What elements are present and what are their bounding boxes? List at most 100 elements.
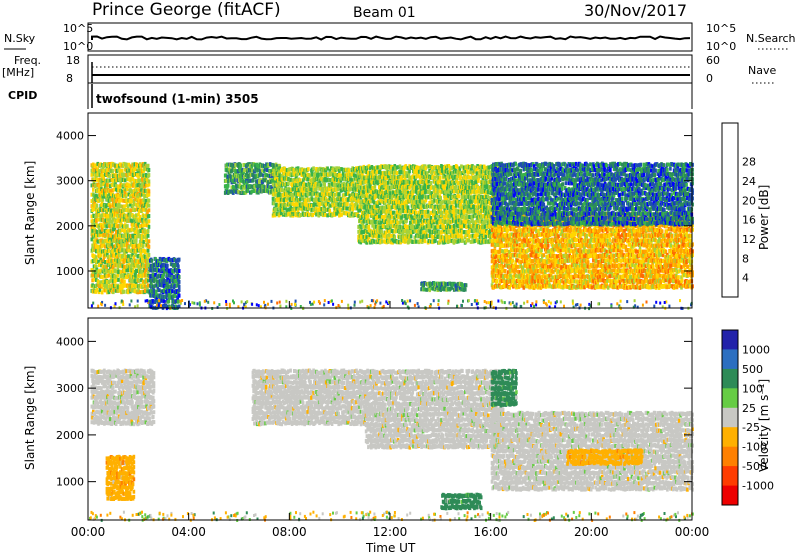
cell xyxy=(92,219,96,224)
cell xyxy=(243,168,247,173)
cell xyxy=(127,192,131,197)
cell xyxy=(349,213,352,218)
nsky-tick-top: 10^5 xyxy=(63,22,93,35)
cell xyxy=(319,197,323,202)
cell xyxy=(177,290,180,295)
cell xyxy=(307,206,311,211)
cell xyxy=(168,289,171,293)
cell xyxy=(398,208,401,213)
cell xyxy=(171,274,174,279)
cell xyxy=(109,198,112,203)
cell xyxy=(135,224,139,228)
cell xyxy=(375,224,378,229)
cell xyxy=(266,189,270,194)
cell xyxy=(130,182,134,187)
cell xyxy=(153,290,157,295)
cell xyxy=(405,215,408,220)
cell xyxy=(289,203,292,208)
cell xyxy=(257,183,260,188)
cell xyxy=(363,176,366,181)
cell xyxy=(301,196,304,201)
cell xyxy=(125,208,128,213)
cell xyxy=(402,174,405,178)
nsky-label: N.Sky xyxy=(4,32,36,45)
cell xyxy=(369,181,372,186)
cell xyxy=(114,247,117,252)
cell xyxy=(132,275,136,280)
cell xyxy=(328,168,332,173)
cell xyxy=(119,168,123,173)
cell xyxy=(384,230,388,235)
cell xyxy=(315,186,318,191)
cell xyxy=(355,187,358,192)
cell xyxy=(134,273,137,278)
cell xyxy=(129,213,132,218)
cell xyxy=(394,170,397,175)
cell xyxy=(361,169,365,174)
cell xyxy=(340,212,343,217)
cell xyxy=(318,178,322,183)
cell xyxy=(90,183,94,188)
cell xyxy=(383,184,387,189)
cell xyxy=(412,219,415,224)
cell xyxy=(419,174,422,178)
cell xyxy=(107,194,111,199)
cell xyxy=(333,198,337,203)
cell xyxy=(439,196,442,201)
cell xyxy=(126,233,130,238)
cell xyxy=(280,188,284,192)
cell xyxy=(439,166,442,171)
cell xyxy=(341,197,345,202)
cell xyxy=(251,162,254,167)
cell xyxy=(400,166,403,170)
cell xyxy=(112,227,115,232)
cell xyxy=(138,188,142,193)
cell xyxy=(120,217,124,222)
cell xyxy=(95,232,99,237)
cell xyxy=(120,189,124,194)
cell xyxy=(337,211,340,216)
cell xyxy=(262,173,265,178)
cell xyxy=(102,239,105,244)
cell xyxy=(440,230,443,235)
cell xyxy=(138,214,142,219)
cell xyxy=(414,184,417,188)
cell xyxy=(313,207,317,212)
cell xyxy=(389,205,393,210)
cell xyxy=(278,166,281,171)
cell xyxy=(440,189,443,194)
cell xyxy=(126,229,129,234)
cell xyxy=(338,172,341,177)
cell xyxy=(147,198,151,203)
cell xyxy=(318,186,321,191)
cell xyxy=(117,188,120,193)
cell xyxy=(430,210,434,215)
cell xyxy=(158,293,162,298)
cell xyxy=(432,169,435,174)
cell xyxy=(128,168,131,173)
cell xyxy=(266,184,270,189)
cell xyxy=(435,179,439,184)
cell xyxy=(422,210,425,215)
cell xyxy=(363,211,367,215)
cell xyxy=(176,305,179,310)
cell xyxy=(409,199,413,204)
cell xyxy=(381,165,385,169)
cell xyxy=(101,179,105,184)
cell xyxy=(355,166,358,171)
cell xyxy=(437,230,441,235)
cell xyxy=(406,225,410,230)
cell xyxy=(306,187,309,192)
cell xyxy=(147,224,151,229)
cell xyxy=(280,173,284,178)
cell xyxy=(400,218,403,223)
cell xyxy=(92,224,95,229)
cell xyxy=(389,233,393,238)
cell xyxy=(109,208,113,213)
cell xyxy=(409,215,412,220)
cell xyxy=(233,174,237,179)
cell xyxy=(400,194,403,198)
cell xyxy=(131,262,134,267)
cell xyxy=(101,283,105,288)
cell xyxy=(115,163,119,168)
